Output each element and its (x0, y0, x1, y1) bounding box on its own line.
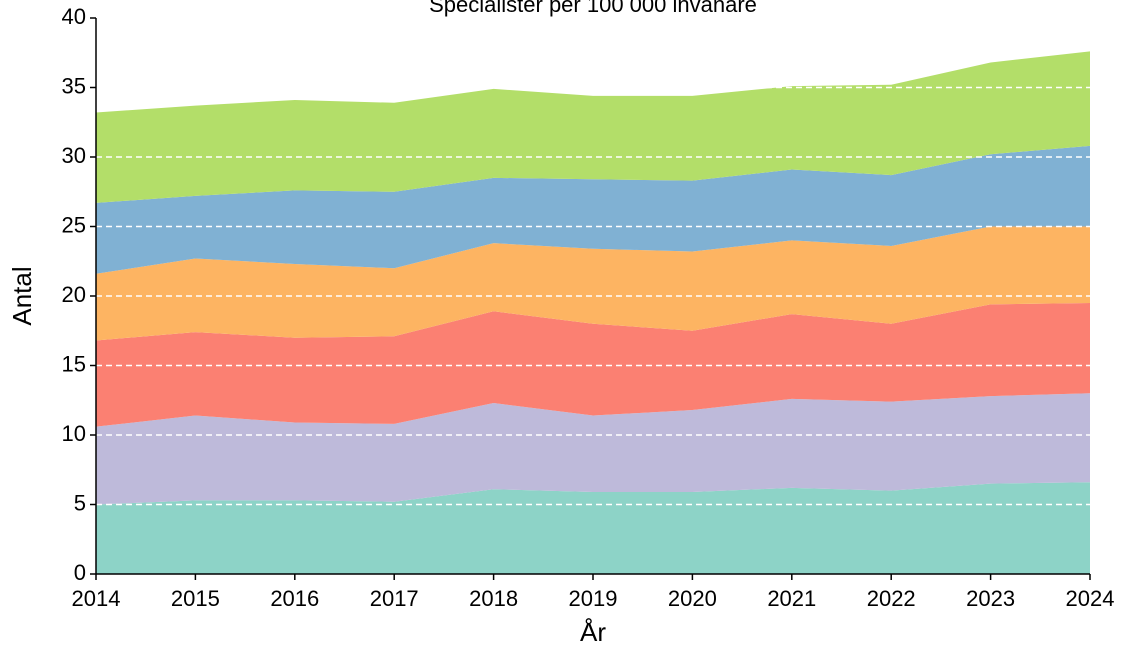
x-axis-label: År (580, 617, 606, 647)
y-tick-label: 0 (74, 560, 86, 585)
x-tick-label: 2022 (867, 586, 916, 611)
x-tick-label: 2023 (966, 586, 1015, 611)
x-tick-label: 2020 (668, 586, 717, 611)
x-tick-label: 2017 (370, 586, 419, 611)
y-axis-label: Antal (7, 266, 37, 325)
area (96, 302, 1090, 427)
y-tick-label: 25 (62, 212, 86, 237)
x-tick-label: 2024 (1066, 586, 1115, 611)
x-tick-label: 2015 (171, 586, 220, 611)
x-tick-label: 2021 (767, 586, 816, 611)
y-tick-label: 30 (62, 143, 86, 168)
area (96, 51, 1090, 203)
y-tick-label: 35 (62, 73, 86, 98)
y-tick-label: 5 (74, 490, 86, 515)
y-tick-label: 40 (62, 4, 86, 29)
x-tick-label: 2014 (72, 586, 121, 611)
x-tick-label: 2018 (469, 586, 518, 611)
x-tick-label: 2019 (569, 586, 618, 611)
y-tick-label: 10 (62, 421, 86, 446)
chart-title: Specialister per 100 000 invånare (429, 0, 757, 17)
area (96, 145, 1090, 274)
area (96, 393, 1090, 505)
y-tick-label: 20 (62, 282, 86, 307)
area (96, 226, 1090, 341)
y-tick-label: 15 (62, 351, 86, 376)
x-tick-label: 2016 (270, 586, 319, 611)
